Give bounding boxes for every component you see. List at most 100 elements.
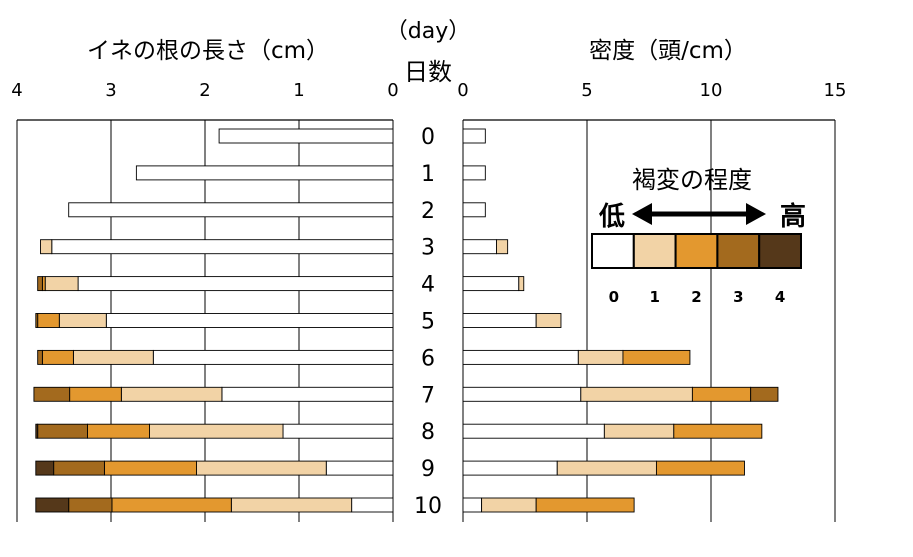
- root-length-bar-segment: [105, 313, 394, 328]
- root-length-bar-segment: [282, 423, 394, 439]
- density-bar-segment: [496, 239, 509, 255]
- root-length-bar-segment: [221, 386, 394, 402]
- density-bar-segment: [750, 386, 779, 402]
- root-length-bar-segment: [53, 460, 105, 476]
- density-bar-segment: [481, 497, 537, 513]
- root-length-bar-segment: [72, 349, 154, 365]
- root-length-bar-segment: [152, 349, 394, 365]
- density-bar-segment: [622, 349, 691, 365]
- root-length-bar-segment: [218, 128, 394, 144]
- root-length-bar-segment: [35, 460, 55, 476]
- root-length-bar-segment: [44, 276, 79, 292]
- root-length-tick-label: 3: [105, 80, 116, 101]
- density-bar-segment: [462, 423, 605, 439]
- legend-arrow-icon: [632, 203, 766, 225]
- root-length-tick-label: 1: [293, 80, 304, 101]
- root-length-bar-segment: [230, 497, 353, 513]
- legend-level-label: 4: [775, 288, 785, 306]
- density-title: 密度（頭/cm）: [589, 38, 747, 64]
- root-length-bar-segment: [41, 349, 74, 365]
- root-length-bar-segment: [35, 313, 39, 328]
- day-label: 6: [421, 346, 435, 371]
- day-label: 0: [421, 125, 435, 150]
- legend-swatches: [591, 233, 803, 269]
- density-bar-segment: [655, 460, 745, 476]
- density-bar-segment: [535, 313, 562, 328]
- day-label: 3: [421, 236, 435, 261]
- density-tick-label: 0: [457, 80, 468, 101]
- density-bar-segment: [462, 349, 579, 365]
- root-length-title: イネの根の長さ（cm）: [87, 38, 329, 64]
- root-length-bar-segment: [58, 313, 107, 328]
- legend-swatch: [716, 233, 761, 269]
- root-length-bar-segment: [77, 276, 394, 292]
- density-tick-label: 5: [581, 80, 592, 101]
- legend-level-label: 0: [609, 288, 619, 306]
- legend-level-labels: 0 1 2 3 4: [609, 288, 786, 306]
- root-length-tick-label: 0: [387, 80, 398, 101]
- root-length-bar-segment: [68, 202, 394, 218]
- density-bar-segment: [462, 202, 486, 218]
- day-label: 4: [421, 273, 435, 298]
- root-length-bar-segment: [325, 460, 394, 476]
- density-tick-label: 10: [700, 80, 723, 101]
- browning-legend: 褐変の程度 低 高 0 1 2 3 4: [591, 166, 806, 306]
- root-length-panel: 4 3 2 1 0: [11, 80, 399, 522]
- root-length-bar-segment: [35, 497, 70, 513]
- density-bar-segment: [603, 423, 675, 439]
- density-bar-segment: [673, 423, 763, 439]
- density-bar-segment: [462, 386, 582, 402]
- root-length-bar-segment: [135, 165, 394, 181]
- density-bar-segment: [462, 460, 558, 476]
- density-bar-segment: [577, 349, 624, 365]
- density-bar-segment: [462, 239, 497, 255]
- density-bar-segment: [462, 165, 486, 181]
- density-bar-segment: [535, 497, 635, 513]
- density-bar-segment: [462, 128, 486, 144]
- day-label: 10: [414, 494, 442, 519]
- density-bar-segment: [580, 386, 693, 402]
- root-length-bar-segment: [37, 313, 60, 328]
- legend-title: 褐変の程度: [632, 166, 752, 194]
- legend-swatch: [674, 233, 719, 269]
- day-label: 1: [421, 162, 435, 187]
- root-length-bar-segment: [103, 460, 197, 476]
- root-length-bar-segment: [51, 239, 394, 255]
- legend-low-label: 低: [598, 202, 625, 232]
- day-label: 5: [421, 310, 435, 335]
- root-length-bar-segment: [351, 497, 394, 513]
- root-length-tick-label: 4: [11, 80, 22, 101]
- day-labels: 0 1 2 3 4 5 6 7 8 9 10: [414, 125, 442, 519]
- legend-level-label: 2: [691, 288, 701, 306]
- root-length-bar-segment: [40, 239, 53, 255]
- root-length-tick-label: 2: [199, 80, 210, 101]
- density-bar-segment: [462, 276, 520, 292]
- root-length-bar-segment: [111, 497, 232, 513]
- legend-level-label: 3: [733, 288, 743, 306]
- root-length-bar-segment: [37, 276, 43, 292]
- root-length-bar-segment: [87, 423, 150, 439]
- day-label: 9: [421, 457, 435, 482]
- root-length-bar-segment: [69, 386, 122, 402]
- day-label: 8: [421, 420, 435, 445]
- root-length-bar-segment: [35, 423, 39, 439]
- density-bar-segment: [691, 386, 752, 402]
- root-length-bar-segment: [33, 386, 71, 402]
- density-tick-label: 15: [824, 80, 847, 101]
- density-bar-segment: [462, 497, 483, 513]
- root-length-bar-segment: [37, 423, 88, 439]
- root-length-bar-segment: [68, 497, 113, 513]
- legend-swatch: [758, 233, 803, 269]
- day-axis-label: 日数: [404, 58, 452, 86]
- legend-swatch: [632, 233, 677, 269]
- day-unit-label: （day）: [386, 19, 470, 44]
- density-bar-segment: [556, 460, 657, 476]
- legend-swatch: [591, 233, 635, 269]
- root-length-bar-segment: [149, 423, 284, 439]
- root-length-bar-segment: [120, 386, 223, 402]
- day-label: 2: [421, 199, 435, 224]
- legend-high-label: 高: [780, 201, 806, 232]
- legend-level-label: 1: [649, 288, 659, 306]
- day-label: 7: [421, 383, 435, 408]
